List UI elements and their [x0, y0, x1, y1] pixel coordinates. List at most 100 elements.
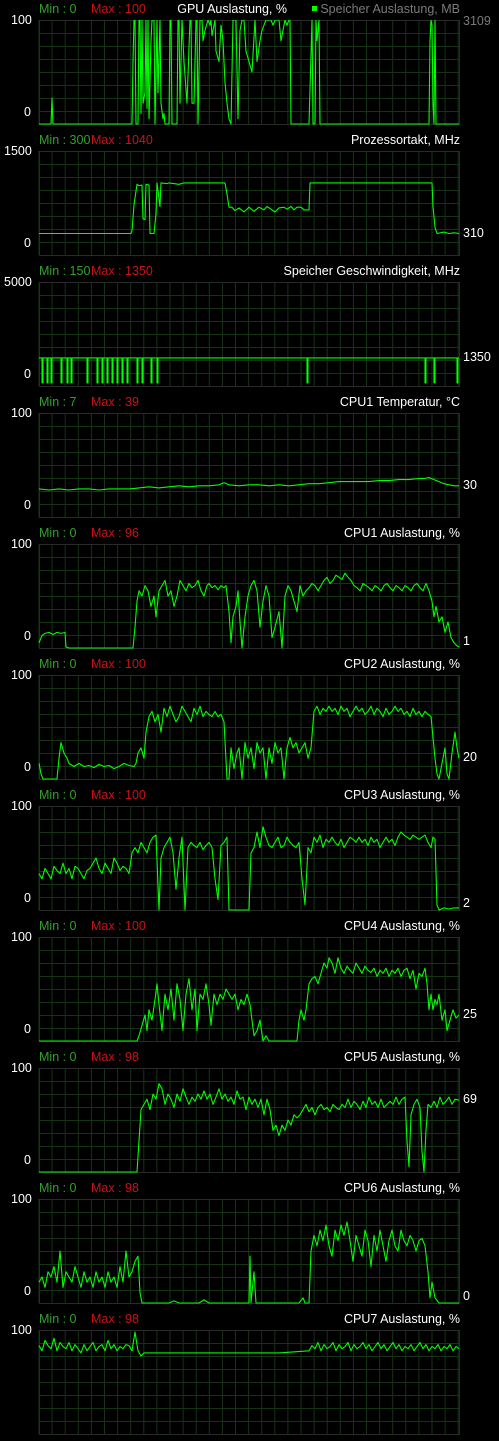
plot-frame	[39, 806, 460, 911]
y-max-label: 5000	[4, 275, 32, 289]
max-label: Max : 1350	[91, 264, 153, 278]
graph-title: GPU Auslastung, %	[177, 2, 287, 16]
y-min-label: 0	[24, 236, 31, 250]
y-min-label: 0	[24, 1284, 31, 1298]
graph-header: Min : 0 Max : 100 CPU4 Auslastung, %	[0, 917, 499, 935]
series-line	[38, 572, 460, 649]
series-line	[38, 826, 459, 911]
y-max-label: 100	[11, 1323, 32, 1337]
graph-title: CPU4 Auslastung, %	[343, 919, 460, 933]
series-line	[38, 1331, 460, 1357]
y-min-label: 0	[24, 367, 31, 381]
current-value-label: 69	[463, 1092, 477, 1107]
max-label: Max : 100	[91, 788, 146, 802]
plot-area	[38, 413, 460, 518]
graph-panel: Min : 0 Max : 98 CPU5 Auslastung, % 100 0 69	[0, 1048, 499, 1179]
graph-header: Min : 7 Max : 39 CPU1 Temperatur, °C	[0, 393, 499, 411]
graph-header: Min : 0 Max : 98 CPU5 Auslastung, %	[0, 1048, 499, 1066]
max-label: Max : 39	[91, 395, 139, 409]
min-label: Min : 0	[39, 919, 77, 933]
min-label: Min : 0	[39, 788, 77, 802]
plot-frame	[39, 937, 460, 1042]
y-max-label: 100	[11, 1061, 32, 1075]
y-max-label: 100	[11, 930, 32, 944]
min-label: Min : 0	[39, 1312, 77, 1326]
y-max-label: 100	[11, 668, 32, 682]
graph-secondary-title: Speicher Auslastung, MB	[312, 2, 460, 16]
graph-title: CPU3 Auslastung, %	[343, 788, 460, 802]
series-line	[38, 1221, 459, 1304]
graph-title: CPU1 Auslastung, %	[343, 526, 460, 540]
graph-header: Min : 0 Max : 98 CPU6 Auslastung, %	[0, 1179, 499, 1197]
plot-area	[38, 1068, 460, 1173]
max-label: Max : 96	[91, 526, 139, 540]
graph-header: Min : 150 Max : 1350 Speicher Geschwindigk…	[0, 262, 499, 280]
min-label: Min : 0	[39, 526, 77, 540]
plot-frame	[39, 413, 460, 518]
grid	[38, 1068, 460, 1173]
graph-panel: Min : 0 Max : 100 GPU Auslastung, % Speiche…	[0, 0, 499, 131]
graph-title: Speicher Geschwindigkeit, MHz	[283, 264, 460, 278]
plot-area	[38, 806, 460, 911]
grid	[38, 20, 460, 125]
grid	[38, 806, 460, 911]
current-value-label: 20	[463, 750, 477, 765]
max-label: Max : 98	[91, 1312, 139, 1326]
legend-swatch-icon	[312, 6, 318, 12]
series-line	[38, 705, 460, 780]
series-line	[39, 357, 459, 384]
graph-header: Min : 0 Max : 98 CPU7 Auslastung, %	[0, 1310, 499, 1328]
graph-panel: Min : 0 Max : 100 CPU4 Auslastung, % 100 0 25	[0, 917, 499, 1048]
graph-header: Min : 0 Max : 96 CPU1 Auslastung, %	[0, 524, 499, 542]
graph-panel: Min : 0 Max : 98 CPU7 Auslastung, % 100	[0, 1310, 499, 1441]
y-max-label: 100	[11, 13, 32, 27]
plot-area	[38, 544, 460, 649]
current-value-label: 2	[463, 896, 470, 910]
y-min-label: 0	[24, 105, 31, 119]
graph-title: CPU5 Auslastung, %	[343, 1050, 460, 1064]
plot-frame	[39, 151, 460, 256]
y-max-label: 1500	[4, 144, 32, 158]
graph-title: CPU6 Auslastung, %	[343, 1181, 460, 1195]
plot-area	[38, 1199, 460, 1304]
grid	[38, 282, 460, 387]
grid	[38, 937, 460, 1042]
graph-panel: Min : 0 Max : 100 CPU2 Auslastung, % 100 0 20	[0, 655, 499, 786]
min-label: Min : 7	[39, 395, 77, 409]
max-label: Max : 98	[91, 1181, 139, 1195]
graph-panel: Min : 300 Max : 1040 Prozessortakt, MHz 150…	[0, 131, 499, 262]
max-label: Max : 98	[91, 1050, 139, 1064]
max-label: Max : 100	[91, 657, 146, 671]
current-value-label: 1350	[463, 349, 491, 364]
current-value-label: 1	[463, 634, 470, 648]
graph-title: CPU7 Auslastung, %	[343, 1312, 460, 1326]
min-label: Min : 150	[39, 264, 91, 278]
y-max-label: 100	[11, 799, 32, 813]
graph-header: Min : 0 Max : 100 GPU Auslastung, % Speiche…	[0, 0, 499, 18]
series-line	[39, 957, 460, 1042]
graph-title: CPU1 Temperatur, °C	[339, 395, 460, 409]
series-line	[38, 476, 459, 491]
current-value-label: 3109	[463, 14, 491, 28]
y-min-label: 0	[24, 1022, 31, 1036]
max-label: Max : 100	[91, 919, 146, 933]
series-line	[39, 1083, 460, 1173]
graph-header: Min : 0 Max : 100 CPU2 Auslastung, %	[0, 655, 499, 673]
y-max-label: 100	[11, 406, 32, 420]
plot-area	[38, 937, 460, 1042]
graph-header: Min : 300 Max : 1040 Prozessortakt, MHz	[0, 131, 499, 149]
graph-header: Min : 0 Max : 100 CPU3 Auslastung, %	[0, 786, 499, 804]
y-min-label: 0	[24, 760, 31, 774]
current-value-label: 0	[463, 1289, 470, 1303]
min-label: Min : 0	[39, 657, 77, 671]
max-label: Max : 100	[91, 2, 146, 16]
graph-title: CPU2 Auslastung, %	[343, 657, 460, 671]
series-line	[39, 182, 460, 235]
grid	[38, 1199, 460, 1304]
plot-area	[38, 675, 460, 780]
current-value-label: 310	[463, 225, 484, 240]
plot-area	[38, 20, 460, 125]
y-min-label: 0	[24, 498, 31, 512]
grid	[38, 413, 460, 518]
